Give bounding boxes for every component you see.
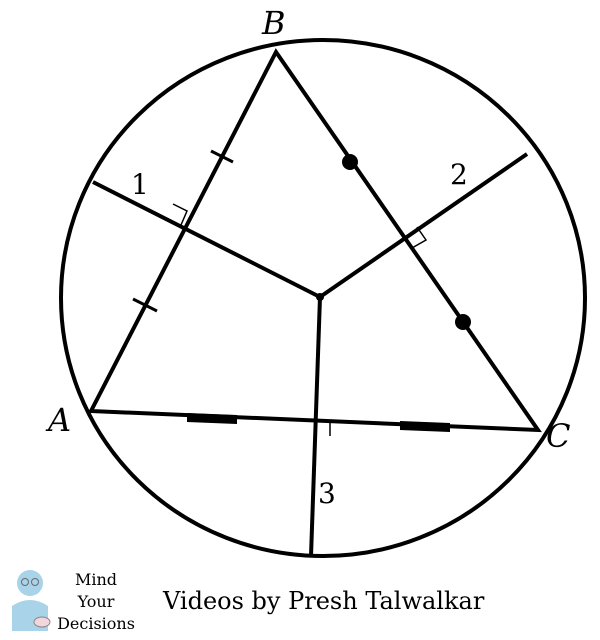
logo-glasses-left	[21, 578, 29, 586]
segment-label-3: 3	[318, 477, 336, 510]
circumcircle	[59, 38, 587, 558]
logo-glasses-right	[31, 578, 39, 586]
tick-mark-ab-upper	[210, 149, 234, 164]
segment-1	[92, 180, 321, 299]
right-angle-mark-ac	[315, 419, 331, 436]
triangle-abc	[87, 48, 542, 433]
mind-your-decisions-logo	[12, 570, 51, 631]
dot-mark-bc-upper	[342, 154, 358, 170]
bar-mark-ac-right	[400, 421, 450, 432]
segment-3	[309, 296, 322, 557]
dot-mark-bc-lower	[455, 314, 471, 330]
vertex-label-c: C	[546, 417, 570, 455]
logo-text-line-3: Decisions	[57, 614, 135, 633]
logo-text-line-1: Mind	[75, 570, 117, 589]
center-point	[316, 293, 324, 301]
logo-head	[17, 570, 43, 596]
logo-brain-icon	[33, 616, 51, 628]
logo-text-line-2: Your	[77, 592, 115, 611]
segment-label-2: 2	[450, 158, 468, 191]
segment-label-1: 1	[131, 168, 149, 201]
vertex-label-a: A	[45, 401, 71, 439]
bar-mark-ac-left	[187, 413, 237, 424]
right-angle-mark-bc	[411, 226, 428, 249]
right-angle-mark-ab	[172, 203, 188, 226]
vertex-label-b: B	[261, 4, 286, 42]
tick-mark-ab-lower	[132, 297, 158, 313]
credit-text: Videos by Presh Talwalkar	[162, 587, 485, 615]
segment-2	[318, 152, 529, 299]
